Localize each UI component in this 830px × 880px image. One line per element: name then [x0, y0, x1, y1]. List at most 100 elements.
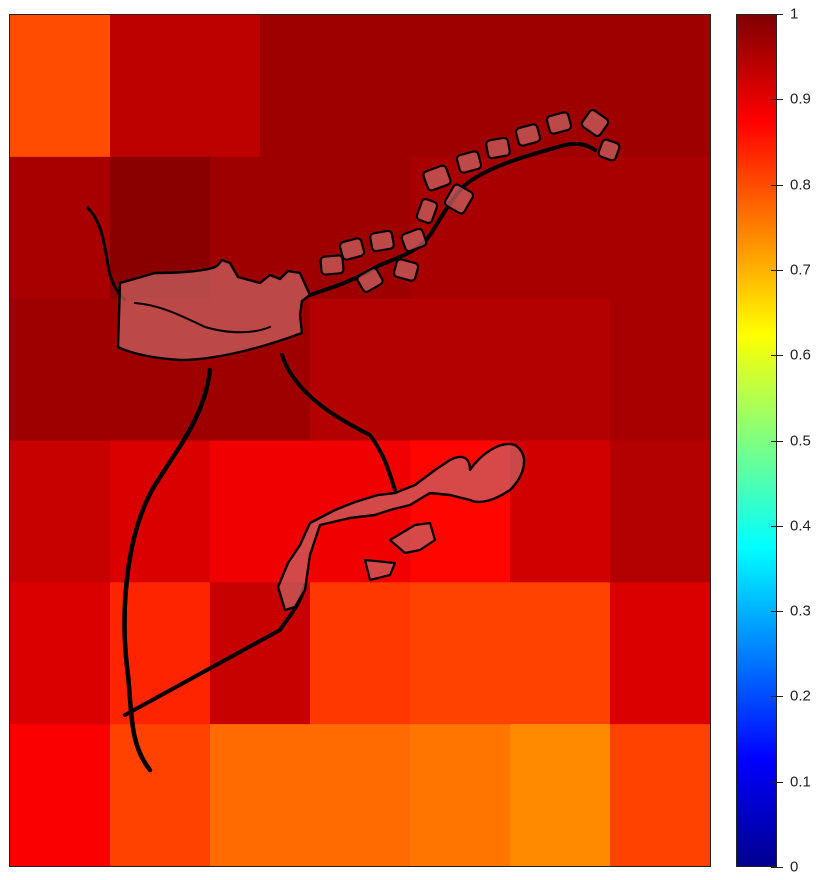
- heatmap-cell: [460, 156, 511, 300]
- overlay-pad: [392, 258, 420, 282]
- heatmap-cell: [360, 15, 411, 158]
- overlay-road-west: [122, 367, 213, 773]
- heatmap-cell: [560, 15, 611, 158]
- heatmap-cell: [560, 724, 611, 866]
- colorbar-tick: [777, 355, 783, 357]
- colorbar-tick-inner: [771, 867, 777, 868]
- colorbar-tick-label: 0.8: [790, 176, 811, 194]
- colorbar-tick-inner: [771, 269, 777, 271]
- heatmap-cell: [60, 724, 111, 866]
- heatmap-cell: [660, 440, 710, 583]
- heatmap-cell: [110, 440, 161, 583]
- heatmap-cell: [460, 724, 511, 866]
- colorbar-gradient: [737, 15, 776, 866]
- heatmap-cell: [160, 582, 211, 725]
- overlay-south-pad-b: [363, 558, 397, 582]
- heatmap-cell: [210, 15, 261, 158]
- heatmap-svg: [10, 15, 710, 866]
- overlay-pad: [485, 136, 511, 160]
- heatmap-cell: [660, 15, 710, 158]
- heatmap-cell: [510, 724, 561, 866]
- heatmap-cell: [510, 156, 561, 300]
- heatmap-cell: [310, 724, 361, 866]
- colorbar-tick-label: 0.6: [790, 346, 811, 364]
- heatmap-cell: [510, 582, 561, 725]
- heatmap-cell: [410, 582, 461, 725]
- heatmap-cell: [160, 724, 211, 866]
- heatmap-cell: [110, 15, 161, 158]
- heatmap-cell: [10, 15, 61, 158]
- overlay-pad: [369, 229, 395, 253]
- heatmap-cell: [560, 298, 611, 442]
- colorbar-tick-inner: [771, 696, 777, 698]
- colorbar-tick-inner: [771, 781, 777, 783]
- heatmap-cell: [260, 724, 311, 866]
- colorbar-tick: [777, 184, 783, 186]
- heatmap-cell: [310, 582, 361, 725]
- colorbar-tick-label: 0.1: [790, 773, 811, 791]
- overlay-pad: [545, 111, 573, 135]
- heatmap-cell: [410, 298, 461, 442]
- overlay-pad: [514, 123, 542, 147]
- overlay-road-central: [280, 353, 397, 492]
- overlay-south-complex: [276, 442, 526, 612]
- overlay-pad: [580, 108, 610, 138]
- heatmap-cell: [560, 156, 611, 300]
- heatmap-cell: [460, 582, 511, 725]
- overlay-pad: [597, 138, 621, 162]
- colorbar-tick: [777, 269, 783, 271]
- colorbar-tick: [777, 867, 783, 868]
- colorbar-tick-inner: [771, 611, 777, 613]
- heatmap-cell: [610, 156, 661, 300]
- heatmap-cell: [10, 298, 61, 442]
- overlay-north-contour: [134, 302, 271, 334]
- heatmap-cell: [410, 15, 461, 158]
- colorbar-tick-inner: [771, 355, 777, 357]
- heatmap-cell: [260, 15, 311, 158]
- heatmap-cell: [210, 440, 261, 583]
- heatmap-cell: [10, 440, 61, 583]
- colorbar-tick-label: 0.4: [790, 517, 811, 535]
- colorbar-tick: [777, 611, 783, 613]
- colorbar-tick: [777, 14, 783, 15]
- heatmap-cell: [660, 298, 710, 442]
- heatmap-cell: [10, 724, 61, 866]
- overlay-pad: [400, 227, 428, 253]
- overlay-pad: [319, 254, 345, 276]
- heatmap-cell: [10, 156, 61, 300]
- colorbar-tick-label: 0.2: [790, 687, 811, 705]
- heatmap-cell: [110, 582, 161, 725]
- overlay-pad: [443, 183, 475, 215]
- overlay-north-complex: [116, 258, 312, 362]
- colorbar-tick-inner: [771, 99, 777, 101]
- colorbar-tick: [777, 440, 783, 442]
- colorbar-tick-label: 0: [790, 858, 799, 876]
- colorbar-tick: [777, 525, 783, 527]
- site-overlay: [86, 108, 621, 773]
- heatmap-cell: [60, 440, 111, 583]
- heatmap-cell: [360, 298, 411, 442]
- heatmap-cell: [60, 298, 111, 442]
- overlay-pad: [422, 164, 452, 192]
- colorbar-tick: [777, 696, 783, 698]
- heatmap-cell: [610, 440, 661, 583]
- heatmap-cell: [110, 724, 161, 866]
- overlay-south-pad-a: [388, 521, 437, 555]
- heatmap-cell: [660, 582, 710, 725]
- overlay-pad: [356, 267, 384, 293]
- heatmap-cell: [610, 15, 661, 158]
- heatmap-cell: [310, 15, 361, 158]
- heatmap-cell: [610, 298, 661, 442]
- heatmap-cell: [310, 298, 361, 442]
- heatmap-cell: [460, 15, 511, 158]
- overlay-pad: [415, 197, 439, 225]
- heatmap-cell: [560, 582, 611, 725]
- heatmap-cell: [660, 156, 710, 300]
- colorbar-tick: [777, 99, 783, 101]
- heatmap-cell: [610, 582, 661, 725]
- heatmap-cell: [60, 582, 111, 725]
- heatmap-plot-area: [9, 14, 711, 867]
- heatmap-cell: [10, 582, 61, 725]
- heatmap-cell: [660, 724, 710, 866]
